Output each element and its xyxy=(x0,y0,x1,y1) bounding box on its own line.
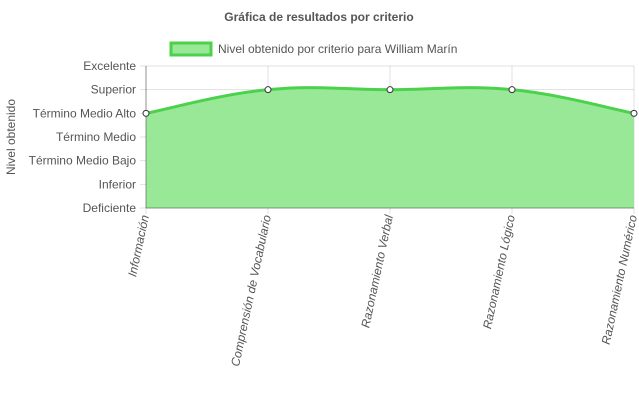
data-point[interactable] xyxy=(508,86,516,94)
x-tick-label: Razonamiento Lógico xyxy=(480,213,518,330)
y-tick-label: Término Medio Alto xyxy=(33,106,137,120)
data-point[interactable] xyxy=(630,109,638,117)
legend[interactable]: Nivel obtenido por criterio para William… xyxy=(169,41,457,57)
y-axis-title: Nivel obtenido xyxy=(4,99,18,175)
y-tick-label: Superior xyxy=(91,83,136,97)
x-tick-label: Razonamiento Verbal xyxy=(358,213,396,329)
data-points xyxy=(142,86,638,117)
x-tick-label: Razonamiento Numérico xyxy=(599,213,639,345)
y-tick-label: Inferior xyxy=(99,177,136,191)
series-fill xyxy=(146,87,634,208)
legend-swatch[interactable] xyxy=(169,41,213,57)
data-point[interactable] xyxy=(386,86,394,94)
y-tick-label: Término Medio Bajo xyxy=(29,154,137,168)
axes xyxy=(145,66,634,209)
data-point[interactable] xyxy=(142,109,150,117)
y-tick-label: Deficiente xyxy=(83,201,137,215)
legend-label[interactable]: Nivel obtenido por criterio para William… xyxy=(218,42,457,56)
chart-title: Gráfica de resultados por criterio xyxy=(224,10,413,24)
x-tick-label: Comprensión de Vocabulario xyxy=(228,213,274,367)
y-tick-label: Excelente xyxy=(83,59,136,73)
x-tick-label: Información xyxy=(125,213,152,278)
series-area xyxy=(145,86,635,208)
y-tick-label: Término Medio xyxy=(56,130,136,144)
data-point[interactable] xyxy=(264,86,272,94)
